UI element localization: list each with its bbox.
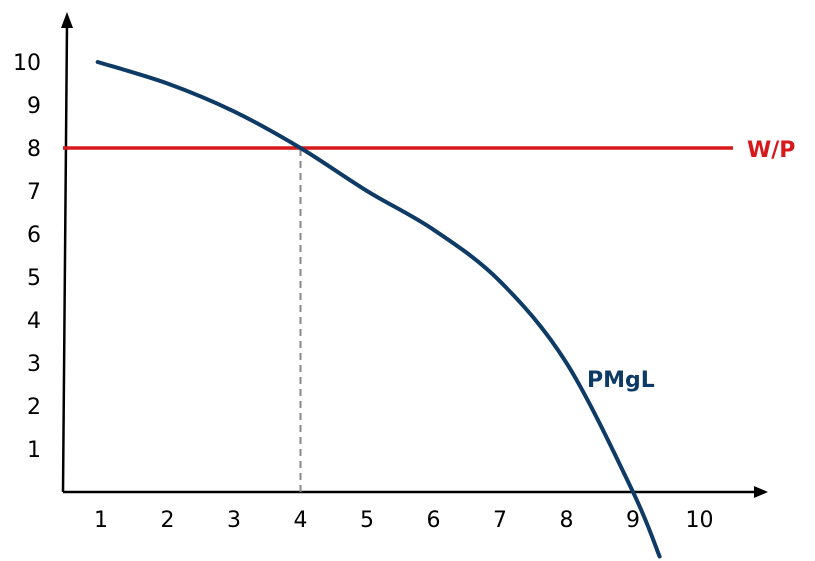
- y-tick-label: 1: [27, 438, 41, 463]
- x-tick-label: 8: [560, 508, 574, 533]
- y-tick-labels: 1 2 3 4 5 6 7 8 9 10: [13, 51, 41, 463]
- y-tick-label: 5: [27, 266, 41, 291]
- x-tick-labels: 1 2 3 4 5 6 7 8 9 10: [94, 508, 714, 533]
- series-line-pmgl: [95, 60, 662, 559]
- series-layer: [63, 60, 733, 559]
- y-tick-label: 8: [27, 137, 41, 162]
- x-tick-label: 6: [427, 508, 441, 533]
- y-axis: [61, 23, 69, 493]
- series-label-w-p: W/P: [747, 138, 795, 163]
- x-tick-label: 3: [227, 508, 241, 533]
- y-tick-label: 4: [27, 309, 41, 334]
- x-tick-label: 9: [626, 508, 640, 533]
- y-tick-label: 2: [27, 395, 41, 420]
- y-axis-arrow: [61, 12, 73, 28]
- x-tick-label: 2: [161, 508, 175, 533]
- x-tick-label: 1: [94, 508, 108, 533]
- series-labels: W/P PMgL: [587, 138, 795, 393]
- axes: [61, 12, 768, 498]
- x-tick-label: 5: [360, 508, 374, 533]
- y-tick-label: 6: [27, 223, 41, 248]
- x-axis-arrow: [754, 486, 768, 498]
- y-tick-label: 3: [27, 352, 41, 377]
- x-tick-label: 10: [686, 508, 714, 533]
- x-tick-label: 4: [294, 508, 308, 533]
- y-tick-label: 9: [27, 94, 41, 119]
- x-tick-label: 7: [493, 508, 507, 533]
- series-label-pmgl: PMgL: [587, 368, 655, 393]
- y-tick-label: 10: [13, 51, 41, 76]
- y-tick-label: 7: [27, 180, 41, 205]
